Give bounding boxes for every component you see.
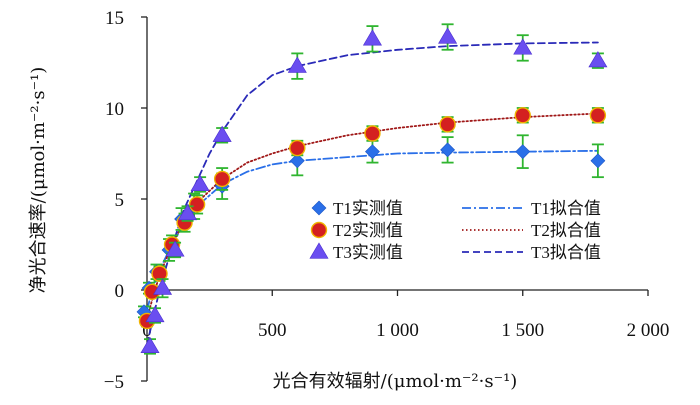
- data-point: [588, 51, 608, 68]
- legend-label: T3实测值: [333, 243, 403, 262]
- data-point-group: [365, 139, 380, 164]
- data-point: [365, 144, 380, 160]
- data-point-group: [362, 25, 382, 53]
- y-tick-label: 15: [105, 8, 124, 29]
- data-point: [212, 125, 232, 142]
- x-axis-title: 光合有效辐射/(μmol·m⁻²·s⁻¹): [273, 371, 518, 392]
- legend-marker: [309, 242, 329, 259]
- data-point: [188, 196, 206, 213]
- data-point: [589, 107, 607, 124]
- data-point-group: [514, 107, 531, 124]
- data-point: [440, 142, 456, 158]
- data-point-group: [438, 23, 458, 51]
- legend-label: T3拟合值: [531, 243, 601, 262]
- data-point-group: [212, 125, 232, 144]
- legend-marker: [311, 200, 327, 216]
- data-point-group: [439, 116, 456, 133]
- legend-label: T1实测值: [333, 199, 403, 218]
- y-tick-label: 10: [105, 99, 124, 120]
- data-point-group: [190, 174, 210, 193]
- x-tick-label: 2 000: [627, 320, 670, 341]
- x-tick-label: 500: [258, 320, 287, 341]
- data-point-group: [145, 305, 165, 324]
- data-point-group: [143, 283, 161, 301]
- data-point-group: [440, 136, 456, 164]
- data-point: [513, 38, 533, 55]
- data-point-group: [287, 52, 307, 80]
- data-point-group: [140, 336, 160, 355]
- data-point-group: [590, 143, 606, 179]
- legend-label: T2实测值: [333, 221, 403, 240]
- legend-label: T1拟合值: [531, 199, 601, 218]
- y-tick-label: 0: [115, 281, 125, 302]
- data-point-group: [213, 167, 231, 191]
- data-point-group: [513, 34, 533, 62]
- y-tick-label: 5: [115, 190, 125, 211]
- data-point: [213, 170, 231, 188]
- fit-lines: [146, 41, 599, 346]
- y-tick-label: −5: [104, 372, 124, 393]
- data-point-group: [589, 107, 607, 124]
- data-point: [439, 116, 456, 133]
- legend-marker: [310, 221, 328, 239]
- data-point: [590, 153, 606, 169]
- legend: T1实测值 T2实测值 T3实测值 T1拟合值 T2拟合值 T3拟合值: [309, 199, 601, 262]
- data-point: [514, 107, 531, 124]
- data-point: [287, 56, 307, 73]
- data-point: [438, 27, 458, 44]
- data-point: [140, 336, 160, 354]
- data-point-group: [289, 139, 306, 157]
- fit-line-3: [146, 41, 599, 346]
- data-point: [151, 265, 168, 282]
- data-points: [136, 23, 608, 355]
- y-axis-title: 净光合速率/(μmol·m⁻²·s⁻¹): [28, 67, 49, 294]
- data-point-group: [364, 125, 381, 142]
- axes: 0 500 1 000 1 500 2 000 −5 0 5 10 15 光合有效辐射/(μmol·…: [28, 8, 669, 393]
- data-point: [178, 203, 198, 221]
- x-tick-label: 1 000: [376, 320, 419, 341]
- data-point: [364, 125, 381, 142]
- data-point: [289, 153, 305, 169]
- fit-line-2: [146, 112, 599, 320]
- data-point-group: [588, 51, 608, 69]
- data-point: [145, 305, 165, 323]
- data-point-group: [178, 203, 198, 222]
- data-point: [190, 174, 210, 192]
- data-point: [165, 240, 185, 257]
- data-point: [153, 278, 173, 295]
- data-point-group: [153, 278, 173, 299]
- data-point: [515, 144, 531, 160]
- data-point-group: [165, 240, 185, 259]
- data-point: [362, 29, 382, 46]
- x-tick-label: 1 500: [501, 320, 544, 341]
- data-point: [289, 139, 306, 157]
- data-point-group: [515, 134, 531, 169]
- x-tick-label: 0: [142, 320, 152, 341]
- legend-label: T2拟合值: [531, 221, 601, 240]
